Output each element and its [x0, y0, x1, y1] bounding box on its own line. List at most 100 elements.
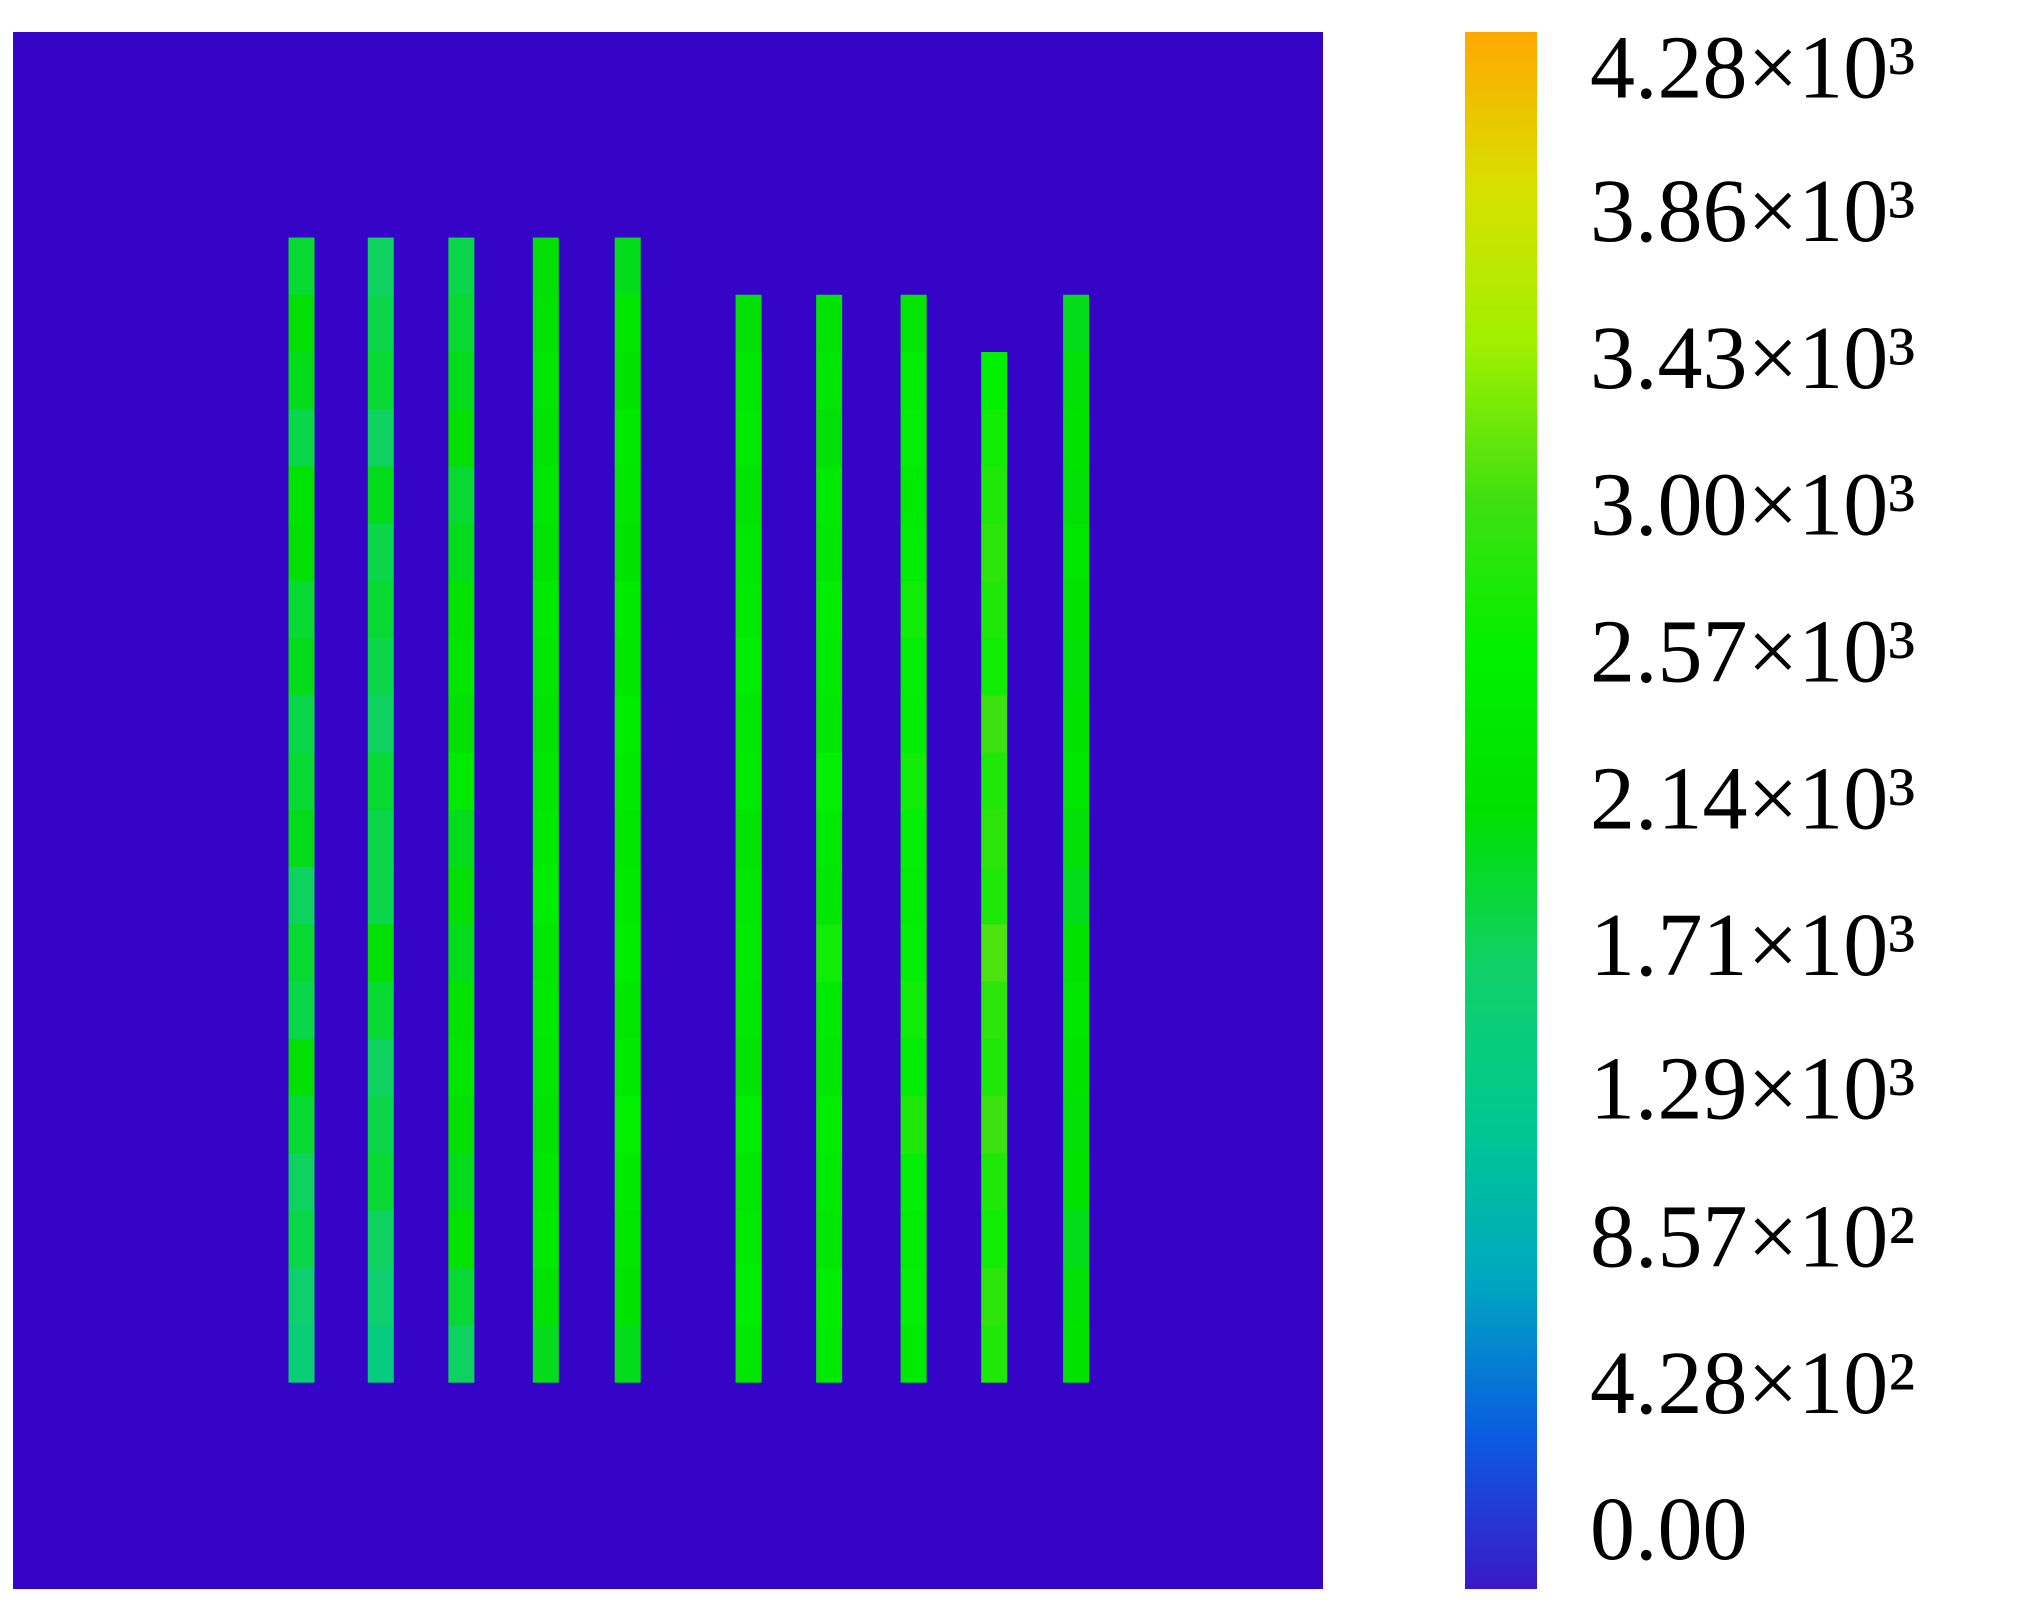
heat-cell [900, 294, 927, 353]
heat-cell [288, 752, 315, 811]
heat-cell [367, 580, 394, 639]
heat-cell [816, 1210, 843, 1269]
heat-cell [900, 580, 927, 639]
heat-cell [288, 523, 315, 582]
heat-cell [532, 1096, 559, 1154]
heat-cell [735, 867, 762, 925]
heat-cell [288, 466, 315, 525]
heat-cell [1063, 695, 1090, 754]
heat-cell [816, 1038, 843, 1097]
heat-cell [448, 294, 475, 353]
heat-cell [614, 1096, 641, 1154]
heat-cell [448, 1153, 475, 1211]
heat-cell [532, 1038, 559, 1097]
heat-cell [1063, 1153, 1090, 1211]
heat-cell [448, 695, 475, 754]
heat-cell [981, 580, 1008, 639]
heat-cell [735, 466, 762, 525]
heat-cell [816, 294, 843, 353]
heat-cell [532, 409, 559, 467]
heat-cell [614, 1324, 641, 1383]
heat-cell [735, 523, 762, 582]
heat-cell [1063, 1324, 1090, 1383]
heat-cell [735, 1038, 762, 1097]
heat-cell [448, 237, 475, 296]
heat-cell [900, 1153, 927, 1211]
heat-cell [532, 638, 559, 696]
heat-cell [532, 695, 559, 754]
heat-cell [1063, 1096, 1090, 1154]
heat-cell [532, 237, 559, 296]
heat-cell [981, 523, 1008, 582]
heat-cell [288, 981, 315, 1040]
colorbar-tick-label: 3.43×10³ [1590, 309, 1915, 408]
heat-cell [1063, 580, 1090, 639]
heat-cell [816, 523, 843, 582]
heat-cell [900, 1096, 927, 1154]
heat-cell [532, 809, 559, 868]
heat-cell [981, 351, 1008, 410]
heat-cell [614, 351, 641, 410]
heat-cell [981, 1096, 1008, 1154]
heat-cell [532, 1324, 559, 1383]
heat-cell [532, 981, 559, 1040]
heat-cell [367, 409, 394, 467]
heat-cell [900, 351, 927, 410]
heat-cell [1063, 294, 1090, 353]
heat-cell [1063, 1210, 1090, 1269]
heat-cell [981, 638, 1008, 696]
colorbar-tick-label: 1.29×10³ [1590, 1040, 1915, 1139]
heat-cell [532, 924, 559, 983]
heat-cell [367, 981, 394, 1040]
heat-cell [614, 523, 641, 582]
heat-cell [614, 466, 641, 525]
heat-cell [614, 809, 641, 868]
heat-cell [367, 867, 394, 925]
heat-cell [900, 924, 927, 983]
heat-cell [288, 1153, 315, 1211]
heat-cell [735, 1210, 762, 1269]
heat-cell [614, 695, 641, 754]
heat-cell [367, 1210, 394, 1269]
heat-cell [1063, 809, 1090, 868]
heat-cell [532, 466, 559, 525]
colorbar-tick-label: 2.14×10³ [1590, 749, 1915, 848]
heat-cell [448, 809, 475, 868]
heat-cell [816, 1267, 843, 1326]
heat-cell [981, 1324, 1008, 1383]
heat-cell [448, 924, 475, 983]
colorbar-tick-label: 1.71×10³ [1590, 896, 1915, 995]
heat-cell [816, 409, 843, 467]
heat-cell [735, 409, 762, 467]
heat-cell [288, 409, 315, 467]
heat-cell [816, 1153, 843, 1211]
heat-cell [1063, 523, 1090, 582]
heat-cell [1063, 466, 1090, 525]
heat-cell [448, 580, 475, 639]
heat-cell [614, 1267, 641, 1326]
heat-cell [532, 523, 559, 582]
heat-cell [448, 409, 475, 467]
heat-cell [448, 1324, 475, 1383]
heat-cell [735, 1153, 762, 1211]
heat-cell [614, 981, 641, 1040]
heat-cell [735, 981, 762, 1040]
colorbar-tick-label: 3.86×10³ [1590, 162, 1915, 261]
heat-cell [735, 294, 762, 353]
heat-cell [900, 695, 927, 754]
heat-cell [735, 1324, 762, 1383]
heat-cell [981, 752, 1008, 811]
heat-cell [614, 580, 641, 639]
heat-cell [288, 1324, 315, 1383]
colorbar-tick-label: 4.28×10³ [1590, 19, 1915, 118]
heat-cell [448, 1038, 475, 1097]
heat-cell [900, 809, 927, 868]
heat-cell [614, 409, 641, 467]
heat-cell [288, 1038, 315, 1097]
heat-cell [735, 752, 762, 811]
heat-cell [288, 580, 315, 639]
heat-cell [1063, 752, 1090, 811]
heat-cell [816, 695, 843, 754]
heat-cell [1063, 1267, 1090, 1326]
